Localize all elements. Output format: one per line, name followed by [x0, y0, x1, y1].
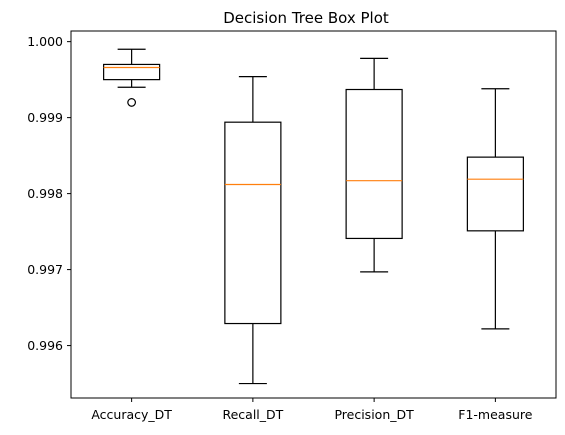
- plot-area: 0.996 0.997 0.998 0.999 1.000 Accuracy_DT Reca…: [27, 34, 533, 422]
- box-F1-measure: [466, 156, 524, 232]
- x-tick-label: Accuracy_DT: [91, 407, 172, 422]
- y-tick-label: 0.996: [27, 338, 63, 353]
- outlier-point: [127, 98, 137, 107]
- x-tick-label: Recall_DT: [222, 407, 283, 422]
- axes-frame: [70, 30, 557, 399]
- box-Precision_DT: [345, 88, 403, 240]
- chart-title: Decision Tree Box Plot: [223, 9, 389, 27]
- y-tick-label: 0.999: [27, 110, 63, 125]
- x-tick-label: Precision_DT: [334, 407, 414, 422]
- y-tick-label: 0.997: [27, 262, 63, 277]
- y-tick-label: 0.998: [27, 186, 63, 201]
- box-Recall_DT: [224, 121, 282, 325]
- y-tick-label: 1.000: [27, 34, 63, 49]
- x-tick-label: F1-measure: [458, 407, 532, 422]
- box-Accuracy_DT: [103, 63, 161, 81]
